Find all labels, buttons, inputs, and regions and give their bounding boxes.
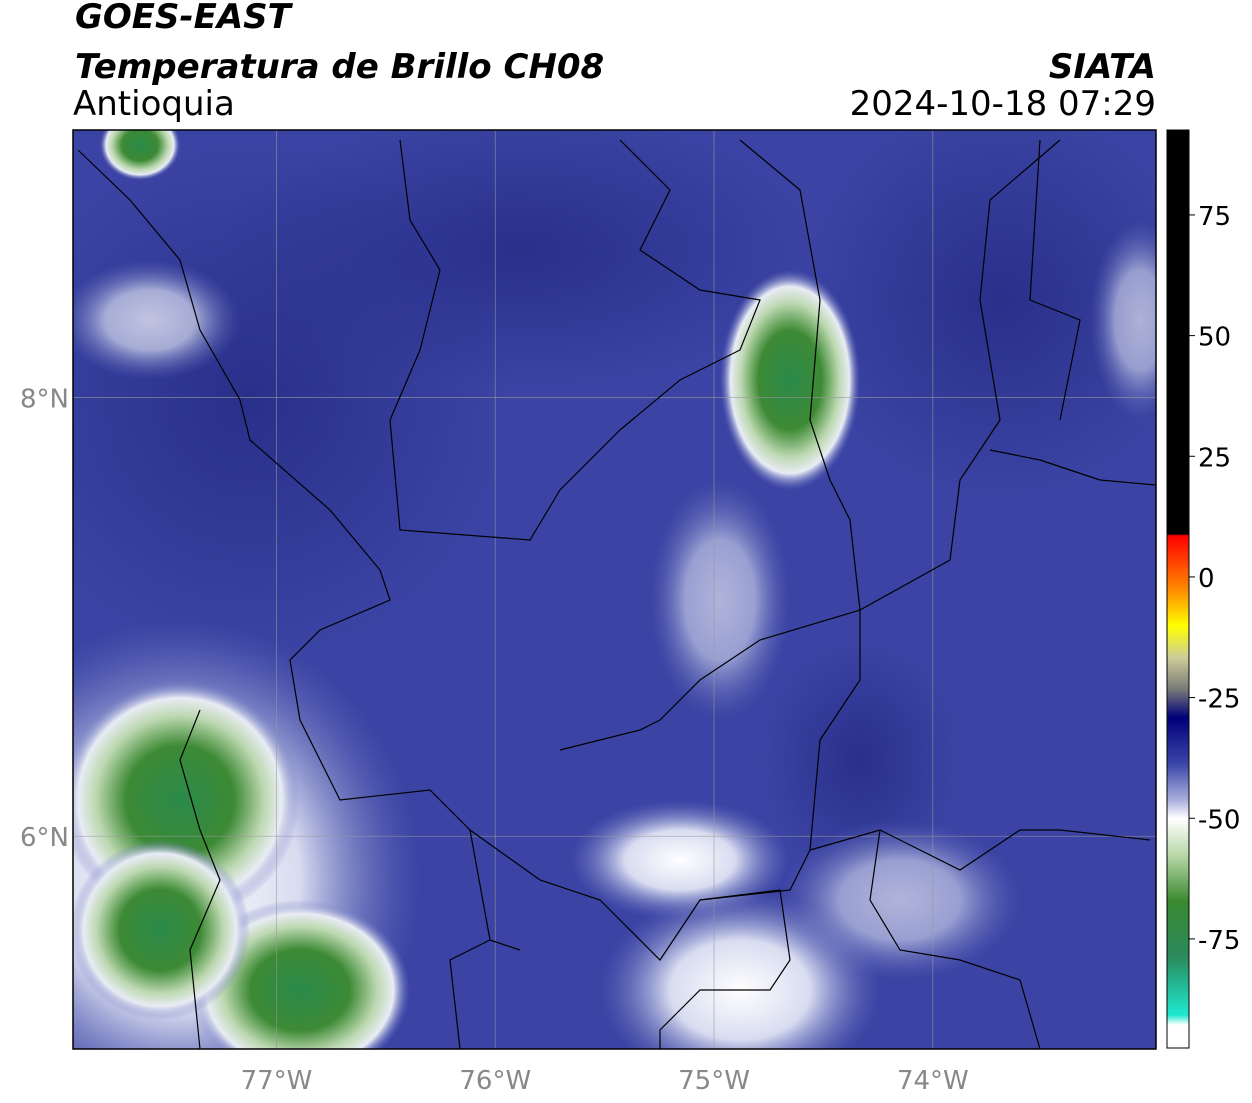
coastline [179, 709, 221, 1049]
x-tick-label: 75°W [678, 1066, 750, 1096]
x-tick-label: 76°W [459, 1066, 531, 1096]
boundary [469, 609, 861, 961]
colorbar-tick-label: 75 [1198, 202, 1231, 232]
cloud [73, 260, 240, 380]
colorbar-tick-label: -25 [1198, 685, 1240, 715]
cloud [720, 270, 860, 490]
map [73, 130, 1156, 1049]
datetime: 2024-10-18 07:29 [850, 84, 1156, 124]
cloud [1090, 220, 1156, 420]
colorbar-tick-label: 50 [1198, 323, 1231, 353]
colorbar-tick-label: 0 [1198, 564, 1215, 594]
boundary [449, 829, 1151, 1049]
cold-area [800, 130, 1156, 500]
cloud [73, 840, 250, 1020]
cloud [100, 130, 180, 180]
colorbar-tick-label: -50 [1198, 805, 1240, 835]
boundary [389, 139, 761, 541]
cloud [780, 820, 1020, 980]
map-frame [72, 129, 1157, 1050]
source: SIATA [1049, 47, 1156, 87]
cloud [570, 800, 790, 920]
region: Antioquia [73, 84, 235, 124]
title: GOES-EAST [75, 0, 294, 37]
cold-area [220, 130, 820, 390]
subtitle: Temperatura de Brillo CH08 [75, 47, 604, 87]
x-tick-label: 74°W [897, 1066, 969, 1096]
colorbar-tick-label: -75 [1198, 926, 1240, 956]
x-tick-label: 77°W [241, 1066, 313, 1096]
boundary [989, 139, 1156, 486]
cold-area [760, 640, 960, 880]
cloud [650, 480, 790, 720]
y-tick-label: 6°N [20, 823, 69, 853]
colorbar [1166, 129, 1190, 1049]
colorbar-tick-label: 25 [1198, 443, 1231, 473]
coastline [77, 149, 521, 951]
y-tick-label: 8°N [20, 385, 69, 415]
